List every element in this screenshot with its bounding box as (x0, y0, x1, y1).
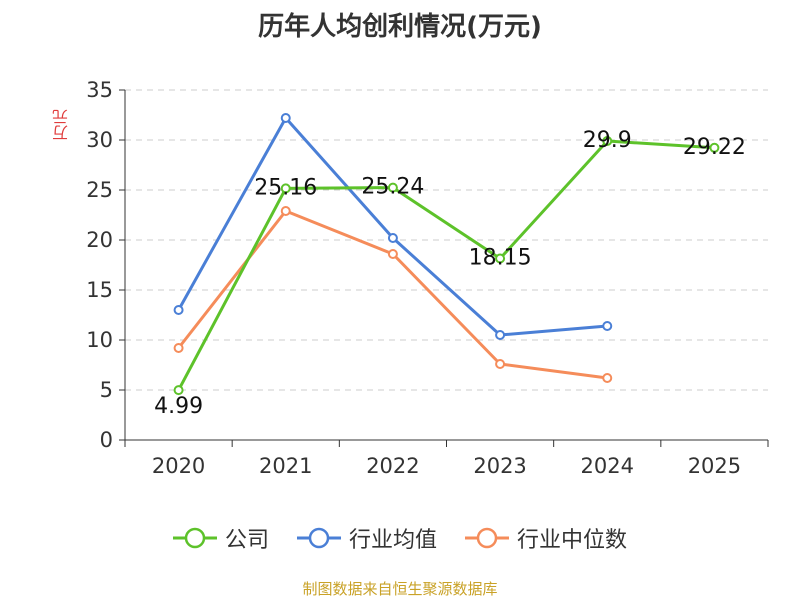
legend-label: 行业中位数 (517, 528, 628, 553)
data-label: 25.16 (254, 175, 317, 200)
data-label: 18.15 (469, 246, 532, 271)
data-point (495, 253, 506, 264)
data-labels: 4.99 25.16 25.24 18.15 29.9 29.22 (154, 128, 746, 419)
legend: 公司 行业均值 行业中位数 (0, 518, 800, 558)
data-point (387, 233, 398, 243)
data-point (280, 206, 291, 216)
y-tick-label: 10 (86, 328, 113, 352)
legend-item[interactable]: 行业中位数 (465, 522, 627, 554)
series-line (177, 139, 715, 391)
legend-swatch-icon (172, 527, 217, 549)
series-line (177, 116, 608, 337)
data-label: 29.9 (583, 128, 632, 153)
x-tick-label: 2021 (259, 454, 312, 478)
data-label: 29.22 (683, 135, 746, 160)
data-point (173, 385, 184, 396)
data-point (602, 136, 613, 146)
grid-lines (125, 89, 768, 391)
x-tick-label: 2020 (152, 454, 205, 478)
data-point (280, 113, 291, 123)
y-tick-label: 5 (100, 378, 113, 402)
data-point (495, 330, 506, 340)
data-point (173, 305, 184, 315)
data-point (387, 249, 398, 259)
legend-label: 公司 (224, 528, 269, 553)
data-label: 4.99 (154, 394, 203, 419)
legend-swatch-icon (296, 527, 341, 549)
y-tick-label: 35 (86, 78, 113, 102)
data-point (709, 142, 720, 153)
y-tick-label: 30 (86, 128, 113, 152)
data-point (280, 183, 291, 194)
legend-label: 行业均值 (348, 528, 437, 553)
x-tick-label: 2023 (473, 454, 526, 478)
x-tick-label: 2022 (366, 454, 419, 478)
source-footer: 制图数据来自恒生聚源数据库 (302, 580, 498, 598)
chart-title: 历年人均创利情况(万元) (258, 12, 542, 42)
data-point (602, 321, 613, 331)
data-point (602, 373, 613, 383)
legend-item[interactable]: 公司 (172, 522, 269, 554)
series-lines (173, 113, 720, 396)
y-tick-label: 20 (86, 228, 113, 252)
y-tick-label: 0 (100, 428, 113, 452)
legend-item[interactable]: 行业均值 (296, 522, 437, 554)
x-tick-label: 2025 (688, 454, 741, 478)
legend-swatch-icon (465, 527, 509, 549)
y-tick-label: 25 (86, 178, 113, 202)
data-point (173, 343, 184, 353)
data-point (495, 359, 506, 369)
y-tick-label: 15 (86, 278, 113, 302)
data-point (387, 182, 398, 193)
data-label: 25.24 (361, 175, 424, 200)
x-tick-label: 2024 (581, 454, 634, 478)
